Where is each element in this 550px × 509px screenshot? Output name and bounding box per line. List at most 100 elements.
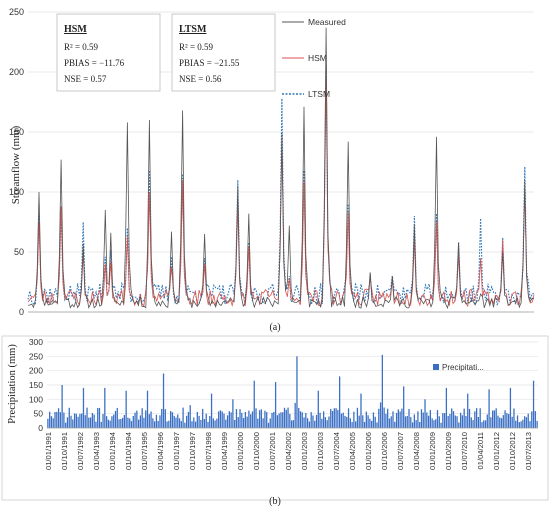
precipitation-bar — [102, 414, 104, 428]
panel-b-x-tick-label: 01/07/2007 — [396, 432, 405, 470]
precipitation-bar — [301, 412, 303, 428]
precipitation-bar — [340, 413, 343, 428]
precipitation-bar — [228, 411, 230, 428]
panel-a-legend: Measured HSM LTSM — [282, 17, 346, 99]
panel-b-x-tick-label: 01/01/2006 — [364, 432, 373, 470]
precipitation-bar — [129, 418, 131, 428]
precipitation-bar — [299, 411, 302, 428]
precipitation-bar — [79, 413, 81, 428]
panel-b-x-tick-label: 01/10/2006 — [380, 432, 389, 470]
panel-b-x-tick-label: 01/01/1991 — [44, 432, 53, 470]
panel-b-y-tick-label: 50 — [34, 409, 44, 419]
precipitation-bar — [479, 408, 481, 428]
precipitation-bar — [86, 407, 88, 428]
precipitation-bar — [97, 408, 99, 428]
panel-b-frame — [1, 335, 549, 501]
precipitation-bar — [253, 380, 255, 428]
precipitation-bar — [292, 420, 295, 428]
precipitation-bar — [529, 421, 531, 428]
legend-item-hsm: HSM — [282, 53, 327, 63]
precipitation-bar — [331, 411, 334, 428]
precipitation-bar — [356, 407, 359, 428]
precipitation-bar — [54, 412, 56, 428]
precipitation-bar — [187, 411, 190, 428]
panel-b-x-tick-label: 01/01/1994 — [108, 432, 117, 470]
precipitation-bar — [266, 412, 268, 428]
precipitation-bar — [440, 422, 442, 428]
precipitation-bar — [477, 417, 480, 428]
precipitation-bar — [234, 420, 236, 428]
precipitation-bar — [372, 412, 375, 428]
precipitation-bar — [113, 414, 115, 428]
panel-a-y-tick-label: 150 — [9, 127, 24, 137]
precipitation-bar — [349, 418, 351, 428]
precipitation-bar — [410, 417, 412, 428]
precipitation-bar — [532, 380, 535, 428]
precipitation-bar — [433, 420, 435, 428]
precipitation-bar — [207, 421, 209, 428]
precipitation-bar — [290, 420, 293, 428]
precipitation-bar — [75, 413, 77, 428]
panel-a-caption-label: (a) — [269, 322, 280, 333]
precipitation-bar — [130, 421, 133, 428]
precipitation-bar — [162, 373, 165, 428]
precipitation-bar — [388, 418, 391, 428]
precipitation-bar — [508, 414, 510, 428]
precipitation-bar — [104, 387, 106, 428]
precipitation-bar — [278, 413, 280, 428]
precipitation-bar — [493, 410, 496, 428]
precipitation-bar — [137, 419, 140, 428]
precipitation-bar — [282, 412, 284, 428]
legend-item-ltsm: LTSM — [282, 89, 330, 99]
precipitation-bar — [427, 415, 430, 428]
panel-b-x-tick-label: 01/04/1993 — [92, 432, 101, 470]
precipitation-bar — [196, 411, 198, 428]
precipitation-bar — [68, 407, 70, 428]
precipitation-bar — [513, 408, 515, 428]
panel-b-x-tick-label: 01/04/2011 — [476, 432, 485, 469]
precipitation-bar — [182, 407, 184, 428]
precipitation-bar — [283, 407, 286, 428]
precipitation-bar — [57, 408, 60, 428]
precipitation-bar — [93, 414, 95, 428]
precipitation-bar — [184, 422, 186, 428]
precipitation-bar — [408, 409, 410, 428]
precipitation-bar — [319, 412, 321, 428]
precipitation-bar — [296, 356, 298, 428]
panel-b-y-tick-label: 150 — [29, 380, 43, 390]
precipitation-bar — [136, 410, 138, 428]
ltsm-nse: NSE = 0.56 — [179, 74, 222, 84]
precipitation-bar — [107, 419, 110, 428]
precipitation-bar — [374, 416, 376, 428]
precipitation-bar — [310, 412, 312, 428]
precipitation-bar — [417, 411, 419, 428]
ltsm-pbias: PBIAS = −21.55 — [179, 58, 240, 68]
precipitation-bar — [246, 416, 248, 428]
precipitation-bar — [203, 419, 206, 428]
panel-a-streamflow-chart: 0 50 100 150 200 250 Streamflow (mm) HSM R² =… — [9, 7, 535, 333]
precipitation-bar — [378, 408, 380, 428]
precipitation-bar — [516, 415, 519, 428]
precipitation-bar — [468, 408, 471, 428]
precipitation-bar — [415, 420, 417, 428]
precipitation-bar — [161, 408, 163, 428]
precipitation-bar — [306, 418, 309, 428]
legend-label-measured: Measured — [308, 17, 346, 27]
precipitation-bar — [153, 421, 156, 428]
precipitation-bar — [52, 418, 54, 428]
precipitation-bar — [333, 408, 335, 428]
panel-a-y-tick-label: 200 — [9, 67, 24, 77]
precipitation-bar — [251, 411, 254, 428]
precipitation-bar — [70, 415, 72, 428]
panel-b-x-tick-label: 01/07/1995 — [140, 432, 149, 470]
precipitation-bar — [98, 407, 101, 428]
precipitation-bar — [289, 413, 291, 428]
precipitation-bar — [239, 409, 241, 428]
panel-b-x-tick-label: 01/04/1999 — [220, 432, 229, 470]
precipitation-bar — [475, 408, 478, 428]
precipitation-bar — [91, 413, 93, 428]
panel-b-x-tick-label: 01/04/1996 — [156, 432, 165, 470]
precipitation-bar — [315, 415, 318, 428]
precipitation-bar — [264, 410, 266, 428]
